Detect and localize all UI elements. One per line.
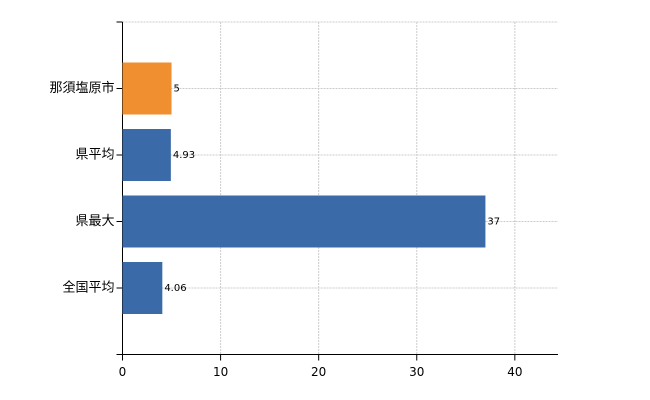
bar (122, 195, 486, 248)
value-label: 37 (487, 217, 500, 228)
x-tick-label: 0 (119, 365, 127, 379)
value-label: 5 (174, 84, 180, 95)
bar (122, 129, 171, 181)
y-tick-label: 県平均 (75, 148, 114, 163)
x-tick-label: 10 (213, 365, 228, 379)
bar (122, 262, 163, 314)
x-tick-label: 20 (311, 365, 326, 379)
value-label: 4.93 (173, 150, 195, 161)
x-tick-label: 40 (507, 365, 522, 379)
y-tick-label: 県最大 (75, 214, 114, 229)
x-tick-label: 30 (409, 365, 424, 379)
value-label: 4.06 (164, 283, 186, 294)
bar (122, 62, 172, 115)
y-tick-label: 那須塩原市 (49, 80, 114, 96)
y-tick-label: 全国平均 (62, 280, 114, 296)
